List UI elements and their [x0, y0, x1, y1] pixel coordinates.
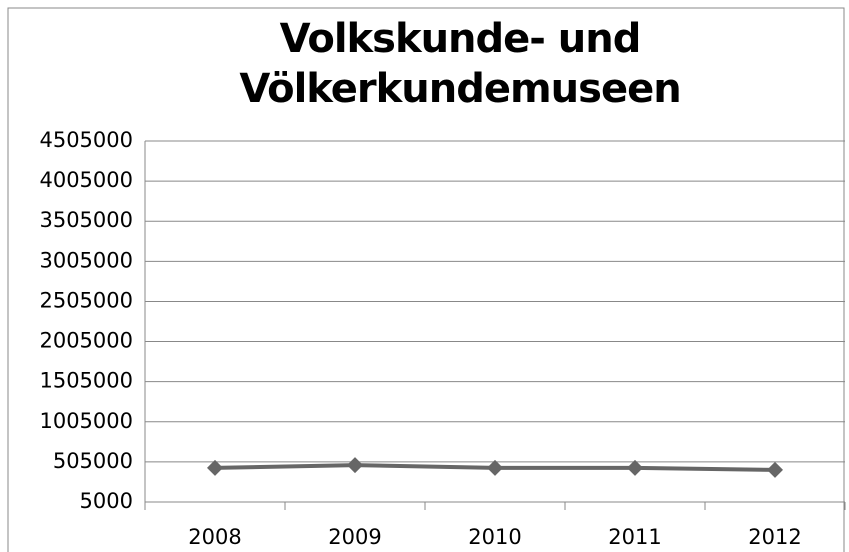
chart-title: Volkskunde- und Völkerkundemuseen — [239, 16, 681, 112]
x-tick-label: 2011 — [608, 525, 661, 549]
y-tick-label: 1005000 — [39, 409, 133, 433]
y-tick-label: 3505000 — [39, 208, 133, 232]
chart-border — [7, 7, 845, 552]
x-tick-label: 2009 — [328, 525, 381, 549]
marker — [487, 459, 503, 476]
y-tick-label: 505000 — [53, 449, 133, 473]
x-tick-label: 2010 — [468, 525, 521, 549]
y-tick-label: 5000 — [80, 489, 133, 513]
y-tick-label: 4005000 — [39, 168, 133, 192]
marker — [347, 457, 363, 474]
x-tick-label: 2008 — [188, 525, 241, 549]
y-tick-label: 2505000 — [39, 288, 133, 312]
marker — [207, 459, 223, 476]
y-tick-label: 1505000 — [39, 369, 133, 393]
y-tick-label: 3005000 — [39, 248, 133, 272]
y-tick-label: 2005000 — [39, 329, 133, 353]
marker — [627, 459, 643, 476]
y-tick-label: 4505000 — [39, 128, 133, 152]
x-tick-label: 2012 — [748, 525, 801, 549]
marker — [767, 461, 783, 478]
